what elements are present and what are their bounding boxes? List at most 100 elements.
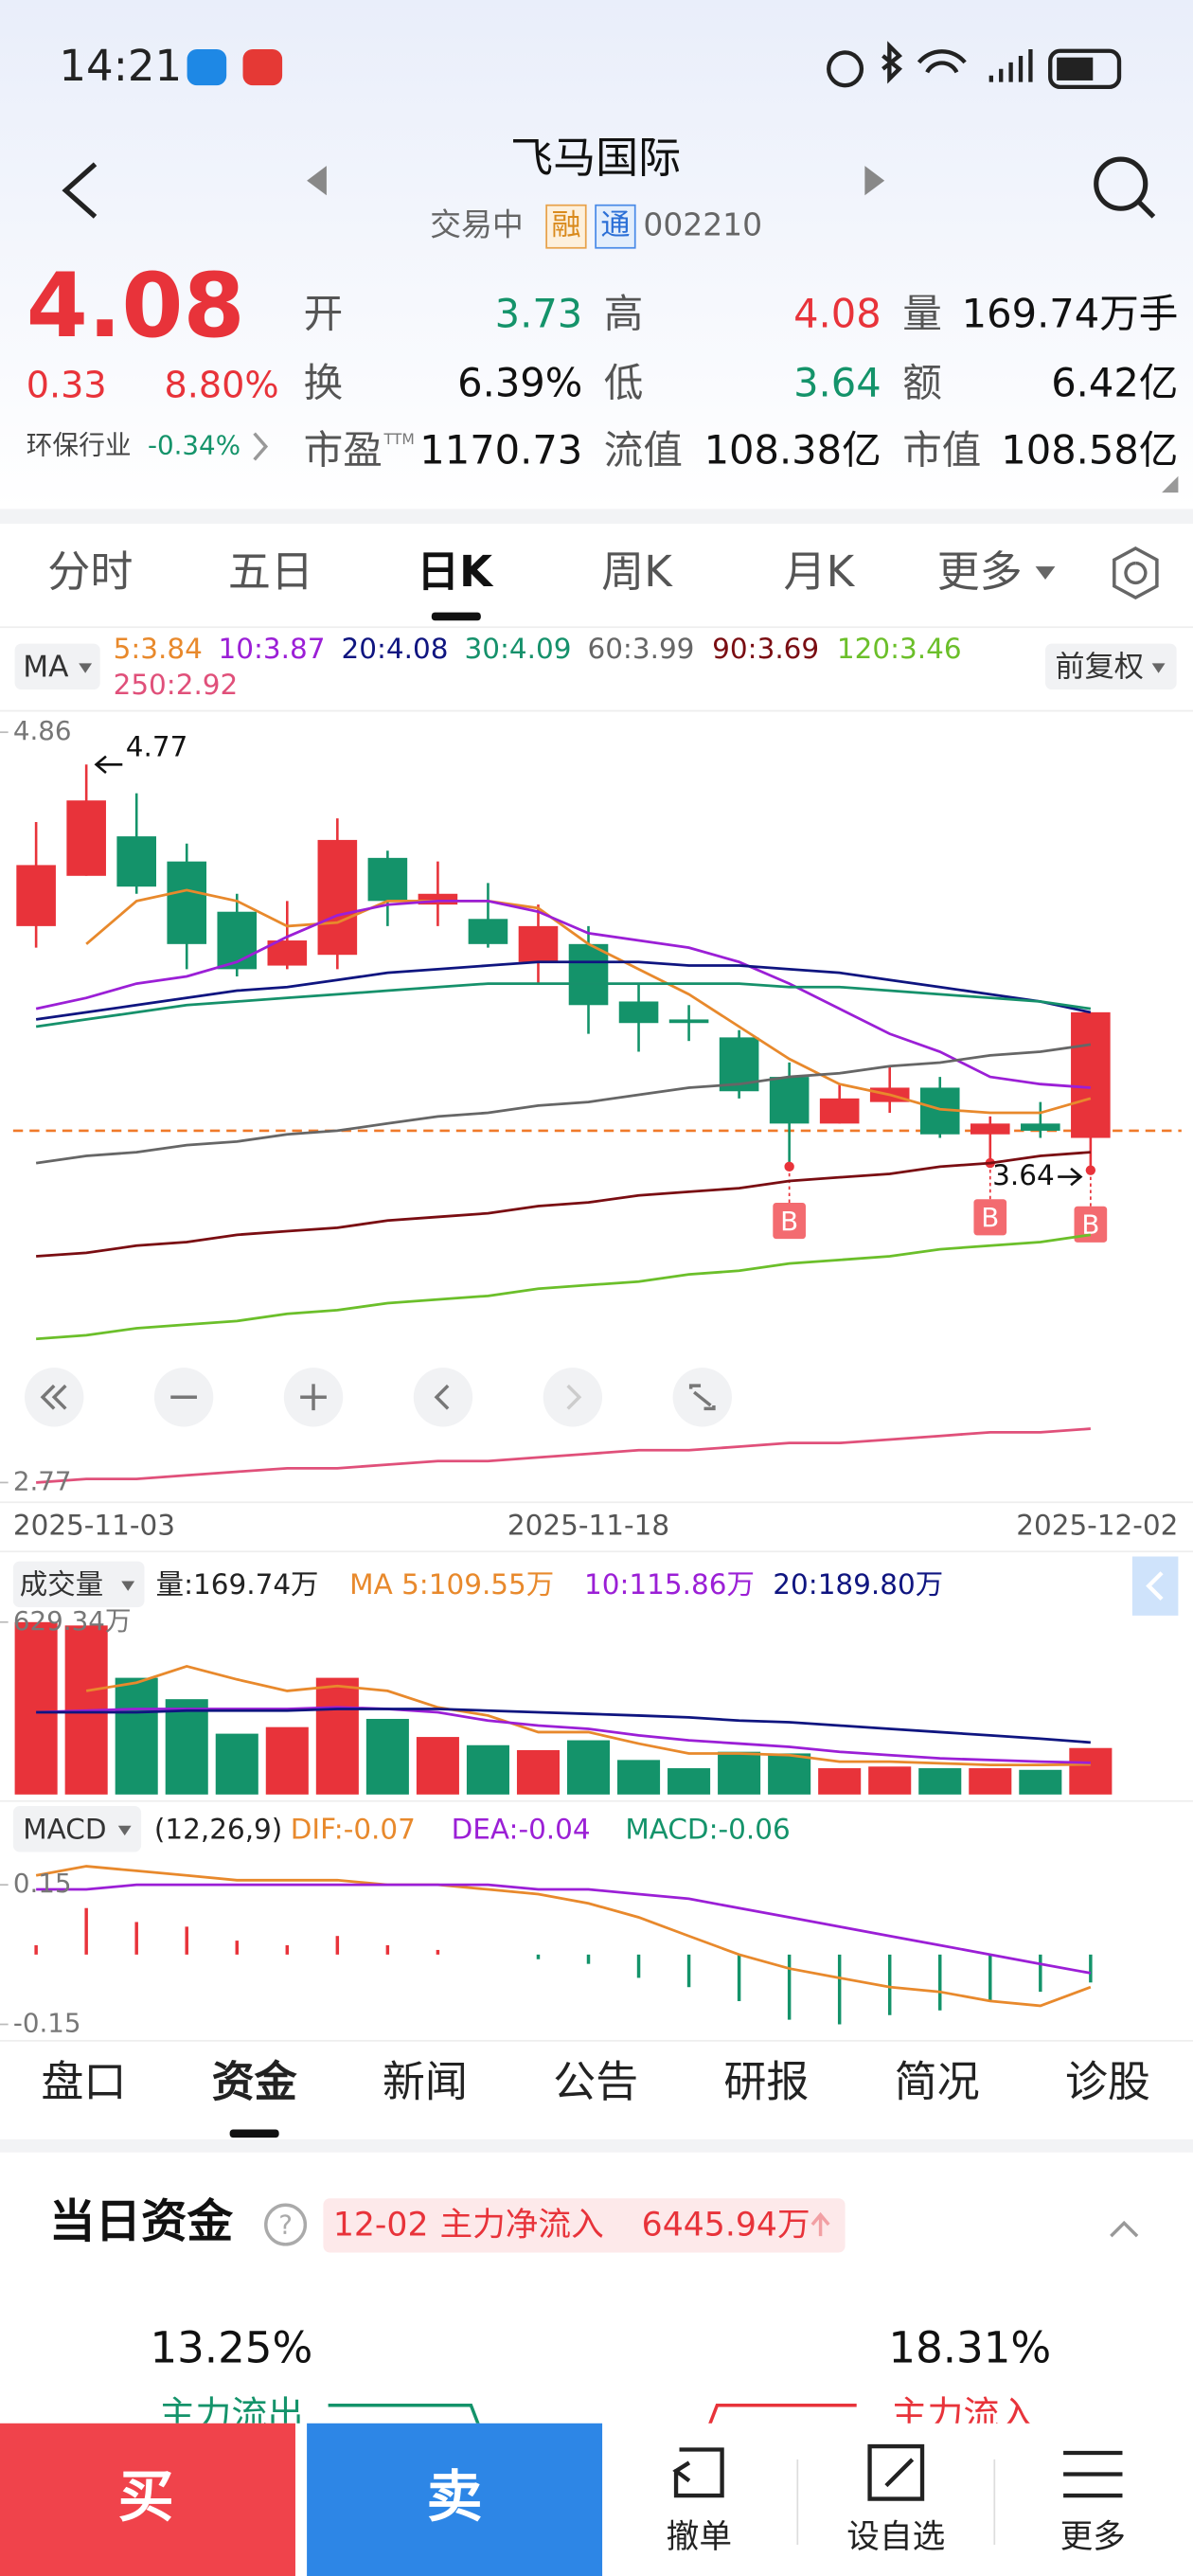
field-label: 额 — [902, 359, 942, 405]
in-leader — [707, 2403, 857, 2427]
buy-label: 买 — [118, 2463, 174, 2529]
indicator-name: MA — [23, 651, 69, 685]
sell-label: 卖 — [427, 2463, 483, 2529]
action-icons — [672, 2443, 1123, 2501]
collapse-tab[interactable] — [1131, 1556, 1179, 1616]
volume-bar — [566, 1740, 611, 1795]
volume-bar — [14, 1621, 58, 1795]
field-value: 4.08 — [793, 291, 881, 337]
detail-tab[interactable]: 诊股 — [1065, 2057, 1150, 2107]
settings-button[interactable] — [1113, 546, 1159, 599]
detail-tab[interactable]: 研报 — [723, 2057, 809, 2107]
field-label: 市盈 — [304, 426, 383, 473]
detail-tab[interactable]: 资金 — [212, 2057, 298, 2107]
divider — [0, 509, 1193, 525]
flow-value: 6445.94万 — [642, 2207, 810, 2245]
flow-label: 主力净流入 — [439, 2207, 603, 2245]
indicator-line — [36, 1708, 1091, 1744]
field-value: 1170.73 — [419, 426, 582, 473]
volume-bar — [365, 1718, 409, 1795]
app-icon — [187, 49, 227, 86]
volume-bar — [466, 1744, 509, 1795]
legend-entry: 10:115.86万 — [584, 1568, 755, 1601]
clock: 14:21 — [59, 41, 182, 91]
low-arrow — [1058, 1167, 1083, 1187]
candle-body — [317, 839, 358, 956]
period-tab[interactable]: 分时 — [47, 546, 133, 597]
action-item[interactable]: 更多 — [1060, 2518, 1126, 2556]
flow-badge — [323, 2198, 846, 2253]
prev-stock[interactable] — [307, 166, 327, 196]
buy-box — [973, 1199, 1007, 1236]
field-value: 108.58亿 — [1001, 426, 1178, 473]
buy-dot — [1085, 1165, 1096, 1175]
y-tick-label: 4.86 — [13, 715, 72, 746]
field-label: 流值 — [604, 426, 683, 473]
macd-hist-label: MACD:-0.06 — [625, 1813, 790, 1845]
sell-button[interactable] — [307, 2423, 603, 2576]
candle-body — [367, 857, 408, 902]
volume-bar — [668, 1768, 711, 1795]
help-icon[interactable] — [264, 2203, 308, 2246]
action-item[interactable]: 设自选 — [846, 2518, 945, 2556]
chart-controls[interactable] — [24, 1368, 732, 1427]
volume-bar — [768, 1753, 811, 1795]
detail-tab[interactable]: 盘口 — [41, 2057, 126, 2107]
flow-arrow — [810, 2211, 830, 2237]
volume-bar — [617, 1760, 661, 1795]
legend-entry: 250:2.92 — [114, 669, 239, 701]
detail-tab[interactable]: 简况 — [895, 2057, 980, 2107]
collapse-button[interactable] — [1110, 2220, 1139, 2238]
indicator-box[interactable] — [12, 1805, 142, 1852]
detail-tab[interactable]: 公告 — [553, 2057, 638, 2107]
volume-bar — [969, 1768, 1012, 1795]
status-icons — [827, 41, 1122, 90]
legend-entry: 30:4.09 — [464, 633, 571, 665]
detail-tab[interactable]: 新闻 — [383, 2057, 468, 2107]
action-item[interactable]: 撤单 — [667, 2518, 732, 2556]
legend-entry: 120:3.46 — [837, 633, 962, 665]
control-icons — [40, 1384, 716, 1411]
low-label: 3.64 — [992, 1159, 1055, 1191]
volume-bar — [416, 1737, 459, 1795]
in-pct: 18.31% — [888, 2322, 1051, 2372]
volume-bar — [516, 1749, 561, 1795]
sector-arrow[interactable] — [253, 432, 269, 461]
high-arrow — [94, 755, 123, 774]
caret — [79, 663, 93, 673]
indicator-box[interactable] — [14, 643, 100, 690]
stock-code: 002210 — [643, 206, 762, 243]
period-tab[interactable]: 五日 — [228, 546, 313, 597]
indicator-line — [85, 888, 1092, 1115]
field-value: 108.38亿 — [704, 426, 881, 473]
legend-entry: 10:3.87 — [219, 633, 326, 665]
buy-button[interactable] — [0, 2423, 295, 2576]
candle-body — [970, 1123, 1010, 1135]
out-leader — [328, 2403, 481, 2427]
field-label: 低 — [604, 359, 644, 405]
y-tick-label: 0.15 — [13, 1868, 72, 1899]
period-tab[interactable]: 更多 — [937, 546, 1023, 597]
indicator-box[interactable] — [12, 1561, 145, 1608]
indicator-line — [35, 900, 1091, 1089]
candle-body — [217, 911, 258, 970]
period-tab[interactable]: 日K — [417, 546, 494, 597]
volume-bar — [1069, 1747, 1113, 1795]
y-tick-label: 2.77 — [13, 1465, 72, 1496]
buy-label: B — [1081, 1209, 1099, 1241]
next-stock[interactable] — [864, 166, 885, 196]
candle-body — [1071, 1011, 1111, 1138]
period-tab[interactable]: 周K — [601, 546, 673, 597]
field-label: 市值 — [902, 426, 981, 473]
indicator-line — [36, 1427, 1091, 1484]
y-tick-label: -0.15 — [13, 2008, 81, 2039]
period-tab[interactable]: 月K — [784, 546, 856, 597]
tag-box — [595, 204, 636, 249]
volume-bar — [115, 1677, 158, 1795]
back-button[interactable] — [62, 162, 98, 219]
adjust-box[interactable] — [1045, 643, 1177, 690]
search-button[interactable] — [1094, 156, 1156, 219]
tag-box — [545, 204, 587, 249]
candle-body — [518, 925, 559, 962]
